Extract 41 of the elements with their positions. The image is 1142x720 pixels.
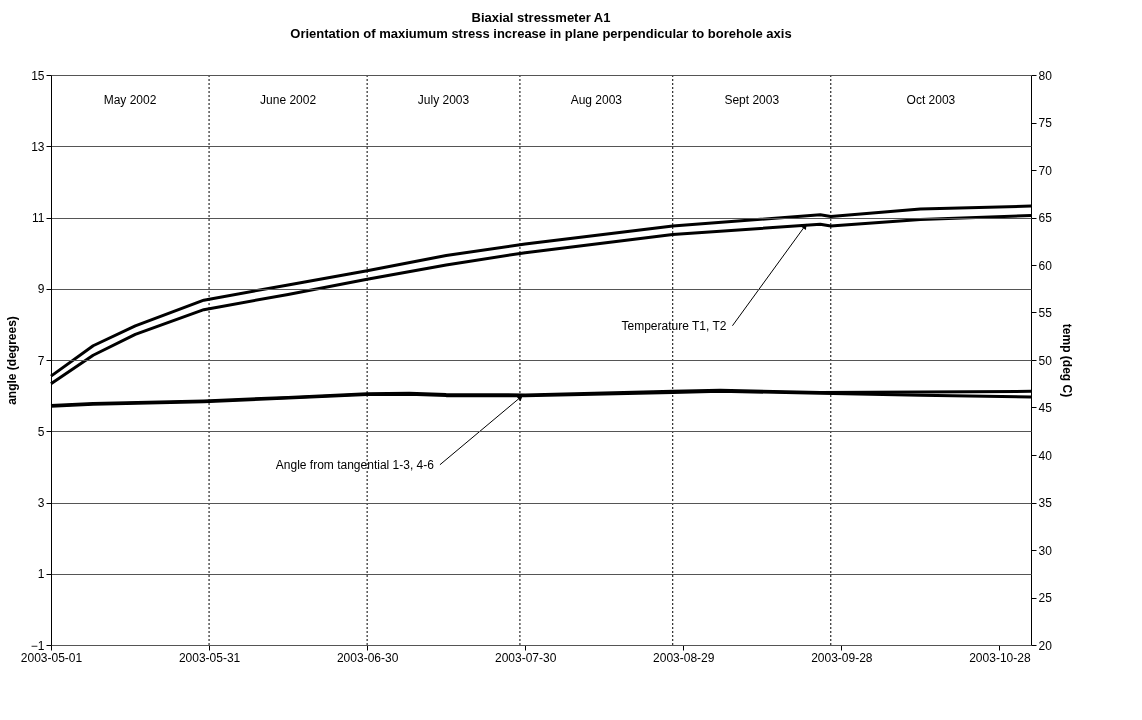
y-tick-label: 11 bbox=[32, 211, 45, 225]
y2-tick-label: 60 bbox=[1038, 258, 1053, 273]
y-tick-label: 9 bbox=[37, 282, 45, 297]
y-tick-label: −1 bbox=[30, 638, 45, 653]
y-tick-label: 7 bbox=[37, 353, 45, 368]
y2-tick-label: 80 bbox=[1038, 68, 1053, 83]
annotation: Temperature T1, T2 bbox=[621, 318, 727, 333]
y2-tick-label: 45 bbox=[1038, 401, 1053, 415]
y2-axis-title: temp (deg C) bbox=[1059, 323, 1074, 398]
y2-tick-label: 55 bbox=[1038, 306, 1053, 320]
chart-title: Biaxial stressmeter A1 bbox=[471, 10, 611, 25]
x-tick-label: 2003-10-28 bbox=[969, 650, 1031, 665]
y2-tick-label: 70 bbox=[1038, 163, 1053, 178]
x-tick-label: 2003-06-30 bbox=[336, 650, 399, 665]
annotation: June 2002 bbox=[260, 93, 317, 107]
annotation: Aug 2003 bbox=[570, 93, 623, 107]
y-tick-label: 15 bbox=[31, 68, 45, 83]
x-tick-label: 2003-05-31 bbox=[178, 650, 241, 665]
annotation: Sept 2003 bbox=[724, 93, 780, 107]
y-axis-title: angle (degrees) bbox=[4, 316, 19, 405]
y2-tick-label: 65 bbox=[1038, 211, 1053, 225]
y2-tick-label: 75 bbox=[1038, 116, 1053, 130]
y2-tick-label: 40 bbox=[1038, 448, 1053, 463]
y-tick-label: 13 bbox=[31, 139, 45, 154]
x-tick-label: 2003-07-30 bbox=[495, 650, 557, 665]
annotation: Oct 2003 bbox=[906, 93, 956, 107]
y2-tick-label: 20 bbox=[1038, 638, 1053, 653]
x-tick-label: 2003-08-29 bbox=[653, 650, 715, 665]
y-tick-label: 3 bbox=[37, 496, 45, 510]
annotation: Angle from tangential 1-3, 4-6 bbox=[275, 457, 435, 472]
y2-tick-label: 35 bbox=[1038, 496, 1053, 510]
annotation: July 2003 bbox=[417, 93, 470, 107]
chart-subtitle: Orientation of maxiumum stress increase in plane perpendicular to borehole axis bbox=[290, 26, 792, 41]
x-tick-label: 2003-09-28 bbox=[811, 650, 873, 665]
y2-tick-label: 30 bbox=[1038, 543, 1053, 558]
y2-tick-label: 25 bbox=[1038, 591, 1053, 605]
y-tick-label: 5 bbox=[37, 424, 45, 439]
x-tick-label: 2003-05-01 bbox=[20, 650, 83, 665]
y2-tick-label: 50 bbox=[1038, 353, 1053, 368]
y-tick-label: 1 bbox=[37, 567, 45, 582]
annotation: May 2002 bbox=[103, 93, 157, 107]
